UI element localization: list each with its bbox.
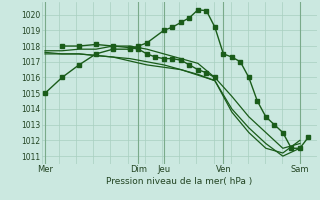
X-axis label: Pression niveau de la mer( hPa ): Pression niveau de la mer( hPa ) bbox=[106, 177, 252, 186]
